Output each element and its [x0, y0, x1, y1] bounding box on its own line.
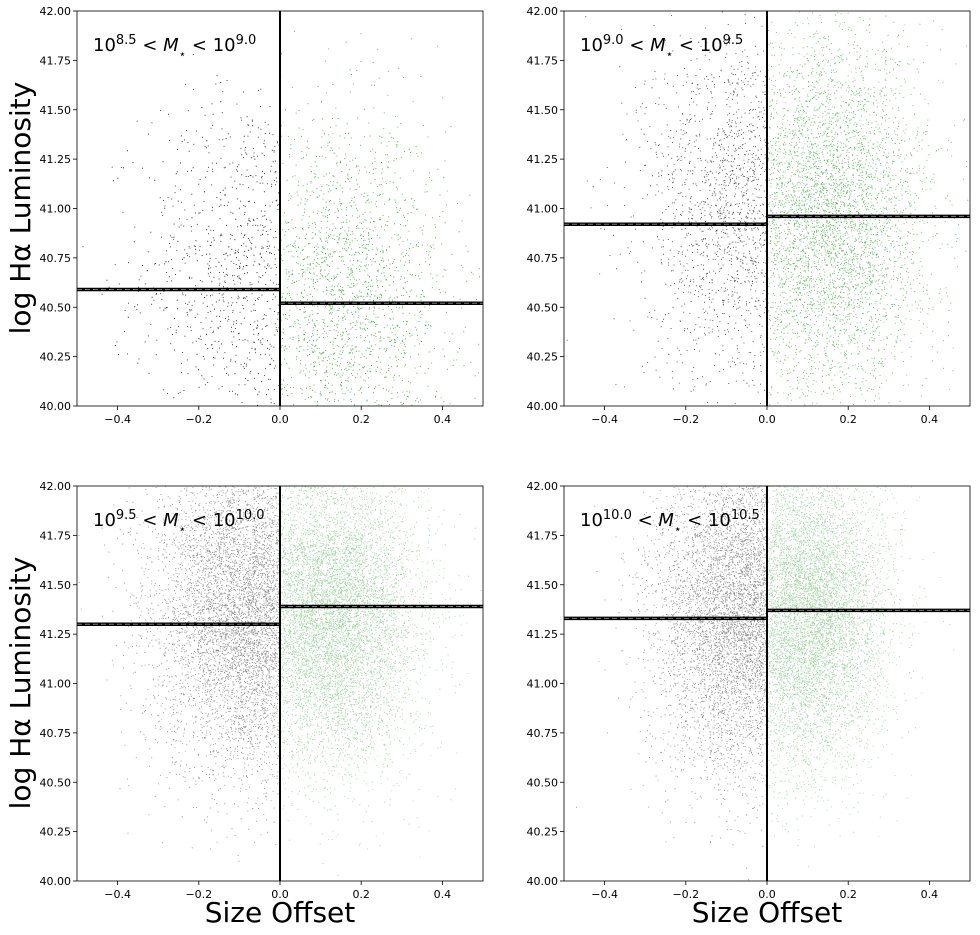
x-tick-label: 0.2: [352, 888, 370, 901]
y-tick-label: 41.00: [40, 203, 72, 216]
y-tick-label: 41.75: [40, 529, 72, 542]
x-tick-label: −0.4: [591, 413, 618, 426]
y-tick-label: 40.00: [40, 875, 72, 888]
x-tick-label: 0.4: [434, 888, 452, 901]
y-tick-label: 40.75: [40, 727, 72, 740]
xlabel-right: Size Offset: [692, 896, 843, 929]
x-tick-label: −0.2: [672, 888, 699, 901]
scatter-points: [576, 486, 955, 881]
x-tick-label: 0.0: [758, 413, 776, 426]
y-tick-label: 41.75: [40, 54, 72, 67]
points-below-zero: [566, 11, 768, 404]
y-tick-label: 40.25: [40, 351, 72, 364]
points-below-zero: [78, 486, 281, 862]
x-tick-label: 0.2: [352, 413, 370, 426]
y-tick-label: 40.75: [527, 727, 559, 740]
points-above-zero: [767, 486, 955, 868]
y-tick-label: 41.25: [527, 153, 559, 166]
panel-1: −0.4 −0.2 0.0 0.2 0.4 40.00 40.25 40.50 40.75 41.…: [40, 5, 484, 426]
y-tick-label: 40.50: [527, 776, 559, 789]
mass-bin-label: 109.0 < M⋆ < 109.5: [580, 33, 743, 62]
y-tick-label: 40.00: [40, 400, 72, 413]
points-above-zero: [280, 486, 482, 876]
y-tick-label: 41.50: [40, 104, 72, 117]
x-tick-label: 0.0: [758, 888, 776, 901]
y-tick-label: 40.50: [40, 301, 72, 314]
y-tick-label: 41.25: [40, 628, 72, 641]
y-tick-label: 40.00: [527, 875, 559, 888]
points-above-zero: [280, 30, 481, 406]
y-tick-label: 42.00: [40, 480, 72, 493]
panel-3: −0.4 −0.2 0.0 0.2 0.4 40.00 40.25 40.50 40.75 41.…: [40, 480, 484, 901]
mass-bin-label: 1010.0 < M⋆ < 1010.5: [580, 508, 760, 537]
y-tick-label: 42.00: [527, 5, 559, 18]
x-tick-label: 0.0: [271, 413, 289, 426]
y-tick-label: 41.50: [527, 104, 559, 117]
y-tick-label: 40.75: [527, 252, 559, 265]
y-tick-label: 40.25: [40, 826, 72, 839]
y-tick-label: 40.50: [40, 776, 72, 789]
y-tick-label: 40.75: [40, 252, 72, 265]
y-tick-label: 41.50: [527, 579, 559, 592]
x-tick-label: 0.0: [271, 888, 289, 901]
y-tick-label: 41.75: [527, 54, 559, 67]
y-tick-label: 40.00: [527, 400, 559, 413]
x-tick-label: 0.4: [921, 413, 939, 426]
x-tick-label: −0.4: [104, 413, 131, 426]
mass-bin-label: 108.5 < M⋆ < 109.0: [93, 33, 256, 62]
x-tick-label: −0.4: [104, 888, 131, 901]
y-tick-label: 41.75: [527, 529, 559, 542]
y-tick-label: 41.00: [527, 678, 559, 691]
points-below-zero: [82, 42, 281, 406]
scatter-points: [78, 486, 482, 876]
y-tick-label: 40.25: [527, 826, 559, 839]
x-tick-label: −0.2: [672, 413, 699, 426]
y-tick-label: 42.00: [40, 5, 72, 18]
x-tick-label: 0.2: [839, 888, 857, 901]
panel-2: −0.4 −0.2 0.0 0.2 0.4 40.00 40.25 40.50 40.75 41.…: [527, 5, 971, 426]
x-tick-label: −0.2: [185, 413, 212, 426]
points-above-zero: [767, 11, 969, 406]
xlabel-left: Size Offset: [205, 896, 356, 929]
mass-bin-label: 109.5 < M⋆ < 1010.0: [93, 508, 265, 537]
y-tick-label: 40.50: [527, 301, 559, 314]
y-tick-label: 41.50: [40, 579, 72, 592]
y-tick-label: 40.25: [527, 351, 559, 364]
x-tick-label: −0.2: [185, 888, 212, 901]
y-tick-label: 41.25: [527, 628, 559, 641]
y-tick-label: 41.00: [527, 203, 559, 216]
ylabel-top: log Hα Luminosity: [4, 82, 37, 335]
x-tick-label: 0.2: [839, 413, 857, 426]
y-tick-label: 42.00: [527, 480, 559, 493]
x-tick-label: 0.4: [921, 888, 939, 901]
scatter-points: [566, 11, 969, 406]
x-tick-label: −0.4: [591, 888, 618, 901]
points-below-zero: [576, 486, 768, 881]
y-tick-label: 41.00: [40, 678, 72, 691]
ylabel-bottom: log Hα Luminosity: [4, 557, 37, 810]
x-tick-label: 0.4: [434, 413, 452, 426]
y-tick-label: 41.25: [40, 153, 72, 166]
panel-4: −0.4 −0.2 0.0 0.2 0.4 40.00 40.25 40.50 40.75 41.…: [527, 480, 971, 901]
